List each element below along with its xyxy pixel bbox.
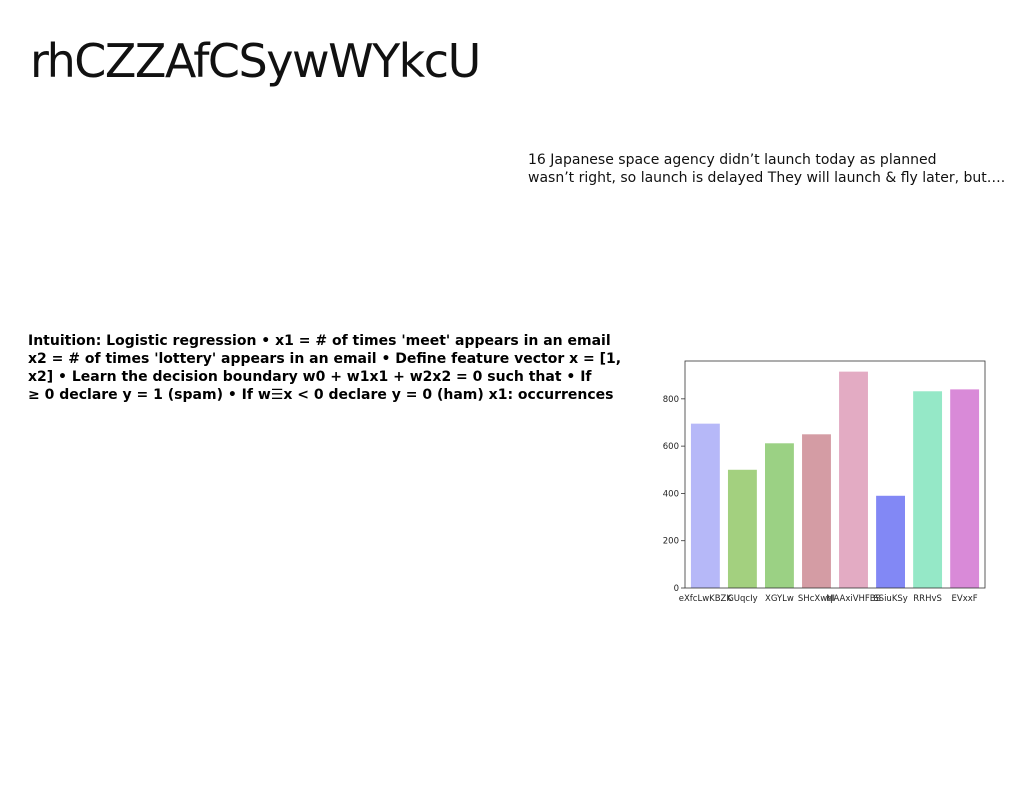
x-tick-label: SHcXwqI bbox=[798, 594, 835, 604]
bar bbox=[765, 443, 794, 588]
bar bbox=[913, 391, 943, 588]
x-tick-label: GUqcIy bbox=[727, 594, 757, 604]
x-tick-label: eXfcLwKBZK bbox=[679, 594, 733, 604]
body-line: Intuition: Logistic regression • x1 = # … bbox=[28, 333, 611, 349]
y-tick-label: 0 bbox=[674, 584, 679, 594]
bar bbox=[839, 371, 868, 588]
bar bbox=[690, 423, 720, 588]
bar bbox=[950, 389, 980, 589]
body-line: ≥ 0 declare y = 1 (spam) • If w☰x < 0 de… bbox=[28, 387, 614, 403]
y-tick-label: 600 bbox=[663, 442, 679, 452]
body-line: x2 = # of times 'lottery' appears in an … bbox=[28, 351, 622, 367]
body-text: Intuition: Logistic regression • x1 = # … bbox=[28, 332, 628, 404]
bar bbox=[876, 495, 905, 588]
quote-line: 16 Japanese space agency didn’t launch t… bbox=[528, 152, 937, 168]
bar bbox=[727, 469, 757, 588]
bar bbox=[802, 434, 831, 588]
x-tick-label: SSiuKSy bbox=[873, 594, 908, 604]
quote-text: 16 Japanese space agency didn’t launch t… bbox=[528, 151, 1008, 187]
body-line: x2] • Learn the decision boundary w0 + w… bbox=[28, 369, 592, 385]
x-tick-label: EVxxF bbox=[952, 594, 978, 604]
quote-line: wasn’t right, so launch is delayed They … bbox=[528, 170, 1006, 186]
slide-title: rhCZZAfCSywWYkcU bbox=[30, 34, 481, 88]
y-tick-label: 200 bbox=[663, 537, 679, 547]
x-tick-label: MAAxiVHFBS bbox=[826, 594, 881, 604]
x-tick-label: XGYLw bbox=[765, 594, 794, 604]
y-tick-label: 400 bbox=[663, 489, 679, 499]
x-tick-label: RRHvS bbox=[913, 594, 942, 604]
plot-frame bbox=[684, 360, 986, 589]
y-tick-label: 800 bbox=[663, 395, 679, 405]
